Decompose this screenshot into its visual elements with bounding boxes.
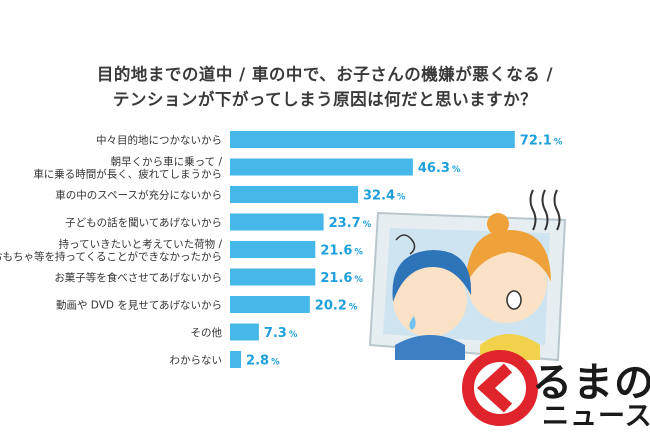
heat-line-icon — [529, 189, 537, 231]
value-label: 72.1% — [520, 134, 563, 149]
category-label: 朝早くから車に乗って / — [111, 155, 223, 168]
bar — [230, 323, 259, 341]
category-label: 持っていきたいと考えていた荷物 / — [59, 237, 223, 250]
bar — [230, 186, 358, 203]
girl-face — [467, 243, 547, 323]
value-label: 32.4% — [363, 189, 406, 204]
value-label: 2.8% — [246, 354, 280, 369]
category-label: 車の中のスペースが充分にないから — [55, 189, 222, 202]
value-label: 7.3% — [264, 326, 298, 341]
category-label: 車に乗る時間が長く、疲れてしまうから — [33, 167, 222, 180]
category-label: 中々目的地につかないから — [96, 134, 222, 147]
chart-title-line-1: 目的地までの道中 / 車の中で、お子さんの機嫌が悪くなる / — [96, 65, 554, 84]
chart-title: 目的地までの道中 / 車の中で、お子さんの機嫌が悪くなる / テンションが下がっ… — [0, 62, 650, 112]
bar — [230, 158, 413, 176]
category-label: わからない — [170, 355, 223, 367]
stress-scribble-icon — [395, 234, 416, 255]
bar — [230, 268, 316, 286]
logo-text-top: るまの — [532, 360, 650, 406]
category-label: お菓子等を食べさせてあげないから — [54, 271, 222, 284]
category-label: その他 — [191, 326, 223, 339]
boy-shirt — [395, 335, 465, 360]
value-label: 21.6% — [320, 244, 363, 259]
bars-layer: 中々目的地につかないから 72.1 % 朝早くから車に乗って /車に乗る時間が長く、疲… — [0, 131, 563, 369]
bar — [230, 241, 316, 258]
value-label: 20.2% — [315, 299, 358, 314]
value-label: 46.3% — [418, 161, 461, 176]
chart-title-line-2: テンションが下がってしまう原因は何だと思いますか？ — [112, 90, 538, 109]
category-label: おもちゃ等を持ってくることができなかったから — [0, 250, 222, 263]
value-label: 23.7% — [329, 216, 372, 231]
bar — [230, 213, 324, 231]
bar — [230, 296, 310, 313]
boy-face — [393, 263, 467, 337]
boy-hair — [392, 250, 472, 302]
value-label: 21.6% — [320, 271, 363, 286]
logo-k-mark-icon — [462, 350, 538, 426]
tear-drop-icon — [409, 316, 416, 330]
bar — [230, 131, 515, 148]
kuruma-news-logo: るまの ニュース — [462, 350, 650, 432]
bar — [230, 351, 242, 368]
children-in-car-illustration — [368, 189, 567, 362]
category-label: 動画や DVD を見せてあげないから — [56, 299, 222, 312]
category-label: 子どもの話を聞いてあげないから — [65, 216, 222, 229]
logo-text-bottom: ニュース — [542, 401, 650, 432]
girl-hair — [466, 230, 551, 285]
